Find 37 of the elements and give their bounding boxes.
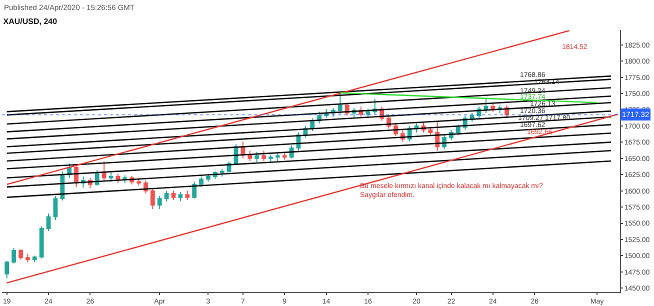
candlestick: [206, 173, 210, 182]
candlestick: [185, 190, 190, 200]
candlestick: [39, 226, 44, 259]
candlestick: [116, 173, 120, 184]
candlestick: [157, 196, 162, 210]
chart-title: XAU/USD, 240: [3, 16, 58, 26]
candlestick: [248, 150, 252, 162]
candlestick: [199, 176, 204, 188]
candlestick: [338, 92, 342, 115]
candlestick: [428, 126, 433, 136]
candlestick: [108, 172, 114, 182]
candlestick: [46, 213, 51, 232]
candlestick: [254, 151, 260, 163]
candlestick: [289, 144, 294, 159]
candlestick: [178, 192, 183, 202]
candlestick: [470, 112, 474, 123]
candlestick: [456, 124, 460, 136]
candlestick: [32, 255, 37, 263]
candlestick: [282, 151, 287, 160]
candlestick: [442, 134, 447, 150]
candlestick: [484, 98, 488, 114]
candlestick: [18, 248, 23, 260]
candlestick: [25, 253, 30, 263]
candlestick: [12, 247, 16, 264]
candlestick: [171, 190, 176, 200]
candlestick: [136, 177, 141, 186]
candlestick: [4, 260, 10, 279]
candlestick: [102, 161, 106, 182]
candlestick: [150, 188, 155, 210]
candlestick: [164, 190, 169, 202]
candlestick: [262, 150, 266, 162]
candlestick: [192, 181, 197, 200]
candlestick: [53, 196, 58, 221]
candlestick: [268, 154, 273, 163]
candlestick: [366, 108, 370, 119]
candlestick: [275, 152, 280, 162]
candlestick: [220, 168, 224, 178]
